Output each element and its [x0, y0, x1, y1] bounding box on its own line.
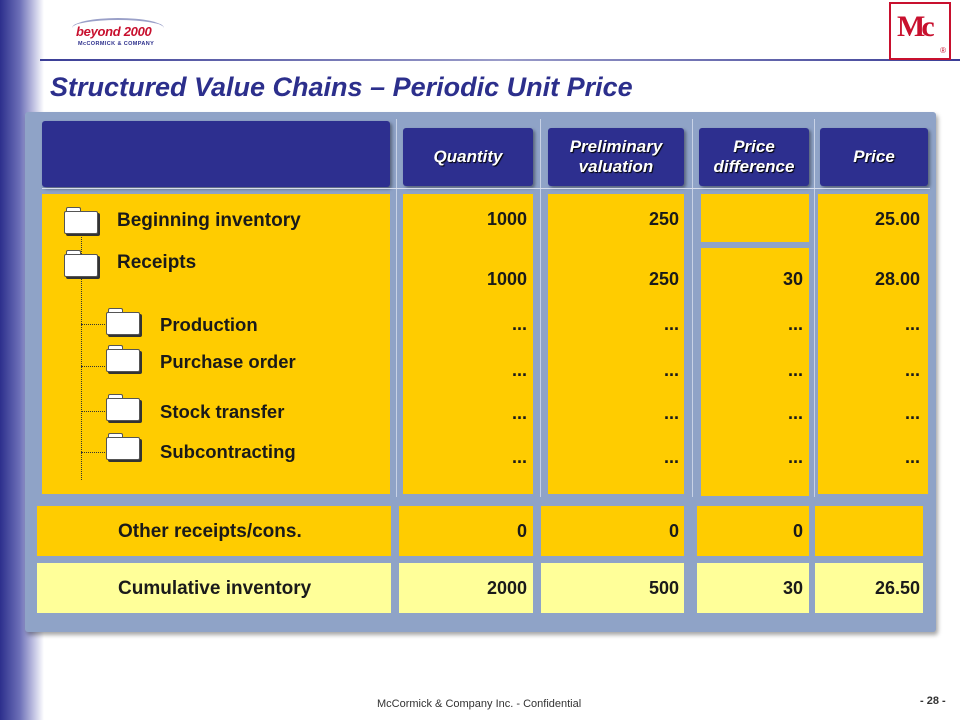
cell-preliminary-subcontracting: ... — [663, 447, 679, 467]
cell-preliminary-cumulative: 500 — [648, 578, 679, 598]
column-divider — [540, 119, 541, 497]
cell-preliminary-beginning: 250 — [648, 209, 679, 229]
folder-icon — [106, 308, 140, 335]
other-receipts-quantity-cell — [399, 506, 533, 556]
row-label-stock-transfer: Stock transfer — [160, 401, 285, 422]
cumulative-label-cell — [37, 563, 391, 613]
cell-preliminary-receipts: 250 — [648, 269, 679, 289]
cell-preliminary-production: ... — [663, 314, 679, 334]
column-header-price-difference: Price difference — [699, 128, 809, 186]
quantity-column — [403, 194, 533, 494]
cell-quantity-cumulative: 2000 — [486, 578, 527, 598]
column-divider — [814, 119, 815, 497]
cell-difference-cumulative: 30 — [782, 578, 803, 598]
page-number: - 28 - — [920, 695, 946, 707]
footer-confidential: McCormick & Company Inc. - Confidential — [377, 698, 582, 710]
tree-connector — [81, 234, 82, 480]
logo-wordmark: beyond 2000 — [76, 24, 152, 39]
folder-icon — [64, 207, 98, 234]
folder-icon — [64, 250, 98, 277]
cell-difference-production: ... — [787, 314, 803, 334]
cell-difference-receipts: 30 — [782, 269, 803, 289]
page-title: Structured Value Chains – Periodic Unit … — [50, 72, 633, 102]
cell-difference-other: 0 — [792, 521, 803, 541]
other-receipts-label-cell — [37, 506, 391, 556]
cell-preliminary-stock-transfer: ... — [663, 403, 679, 423]
column-divider — [396, 119, 397, 497]
cell-preliminary-other: 0 — [668, 521, 679, 541]
row-label-production: Production — [160, 314, 258, 335]
other-receipts-price-cell — [815, 506, 923, 556]
logo-subtitle: McCORMICK & COMPANY — [78, 41, 155, 47]
top-rule — [40, 59, 960, 61]
row-label-cumulative-inventory: Cumulative inventory — [118, 578, 312, 599]
mccormick-logo: Mc ® — [889, 2, 951, 60]
difference-column — [701, 248, 809, 496]
cell-difference-stock-transfer: ... — [787, 403, 803, 423]
cell-quantity-other: 0 — [516, 521, 527, 541]
cumulative-price-cell — [815, 563, 923, 613]
row-label-other-receipts: Other receipts/cons. — [118, 521, 302, 542]
tree-connector — [81, 452, 111, 453]
cell-price-receipts: 28.00 — [874, 269, 920, 289]
column-header-price: Price — [820, 128, 928, 186]
row-label-subcontracting: Subcontracting — [160, 441, 296, 462]
cell-price-subcontracting: ... — [904, 447, 920, 467]
cell-price-cumulative: 26.50 — [874, 578, 920, 598]
other-receipts-preliminary-cell — [541, 506, 684, 556]
labels-block — [42, 194, 390, 494]
column-divider — [692, 119, 693, 497]
cell-price-stock-transfer: ... — [904, 403, 920, 423]
folder-icon — [106, 345, 140, 372]
logo-registered: ® — [940, 46, 946, 55]
cell-price-production: ... — [904, 314, 920, 334]
cell-quantity-receipts: 1000 — [486, 269, 527, 289]
row-label-beginning-inventory: Beginning inventory — [117, 210, 301, 231]
difference-cell-beginning — [701, 194, 809, 242]
logo-mark: Mc — [897, 10, 935, 43]
folder-icon — [106, 394, 140, 421]
beyond-2000-logo: beyond 2000 McCORMICK & COMPANY — [72, 18, 168, 52]
cumulative-quantity-cell — [399, 563, 533, 613]
header-separator — [42, 188, 930, 189]
cell-difference-subcontracting: ... — [787, 447, 803, 467]
cell-preliminary-purchase-order: ... — [663, 360, 679, 380]
other-receipts-difference-cell — [697, 506, 809, 556]
tree-connector — [81, 324, 111, 325]
row-header-blank — [42, 121, 390, 187]
cell-price-beginning: 25.00 — [874, 209, 920, 229]
cell-quantity-subcontracting: ... — [511, 447, 527, 467]
tree-connector — [81, 411, 111, 412]
price-column — [818, 194, 928, 494]
cell-quantity-production: ... — [511, 314, 527, 334]
column-header-preliminary-valuation: Preliminary valuation — [548, 128, 684, 186]
row-label-receipts: Receipts — [117, 252, 197, 273]
row-label-purchase-order: Purchase order — [160, 351, 296, 372]
cell-price-purchase-order: ... — [904, 360, 920, 380]
preliminary-column — [548, 194, 684, 494]
logo-swoosh — [72, 18, 164, 38]
cell-difference-purchase-order: ... — [787, 360, 803, 380]
cumulative-difference-cell — [697, 563, 809, 613]
folder-icon — [106, 433, 140, 460]
tree-connector — [81, 366, 111, 367]
cell-quantity-purchase-order: ... — [511, 360, 527, 380]
cell-quantity-stock-transfer: ... — [511, 403, 527, 423]
cell-quantity-beginning: 1000 — [486, 209, 527, 229]
column-header-quantity: Quantity — [403, 128, 533, 186]
cumulative-preliminary-cell — [541, 563, 684, 613]
